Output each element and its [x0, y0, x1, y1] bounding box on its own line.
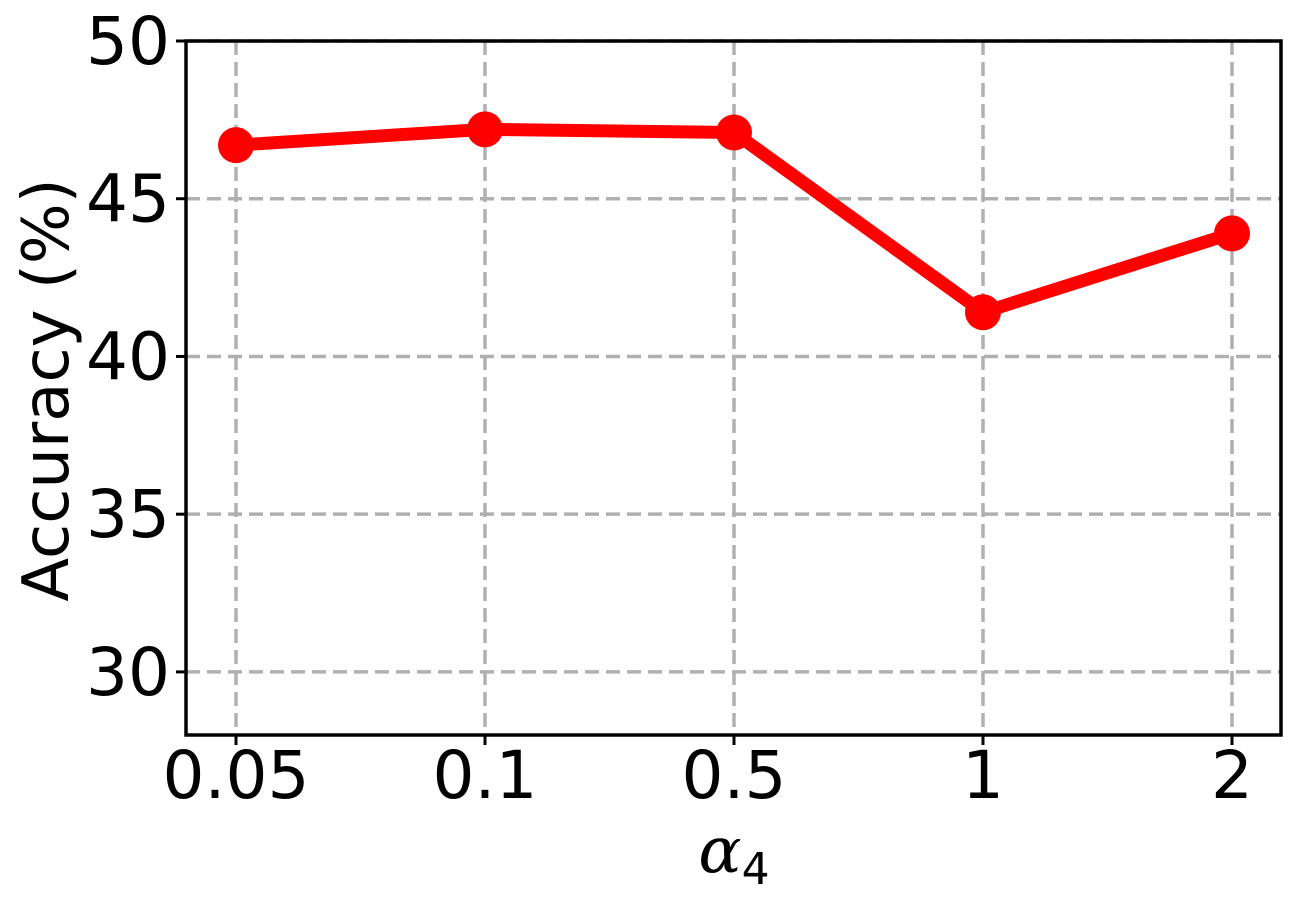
y-tick-label: 40: [86, 318, 170, 395]
data-point: [467, 111, 503, 148]
x-axis-label-symbol: α: [698, 814, 741, 888]
x-tick-labels: 0.05 0.1 0.5 1 2: [163, 737, 1253, 814]
tick-marks: [176, 39, 1234, 745]
y-tick-label: 30: [86, 634, 170, 711]
data-point: [965, 294, 1001, 331]
x-tick-label: 2: [1211, 737, 1253, 814]
y-tick-label: 45: [86, 161, 170, 238]
y-tick-label: 35: [86, 476, 170, 553]
data-point: [218, 127, 254, 164]
x-tick-label: 0.5: [682, 737, 787, 814]
x-tick-label: 0.1: [433, 737, 538, 814]
data-point: [716, 114, 752, 151]
x-tick-label: 0.05: [163, 737, 310, 814]
data-point: [1214, 215, 1250, 252]
y-tick-labels: 30 35 40 45 50: [86, 3, 170, 711]
x-axis-label: α4: [698, 814, 769, 895]
x-tick-label: 1: [962, 737, 1004, 814]
y-tick-label: 50: [86, 3, 170, 80]
x-axis-label-subscript: 4: [742, 844, 770, 895]
series-layer: [218, 111, 1250, 331]
y-axis-label: Accuracy (%): [10, 178, 84, 601]
